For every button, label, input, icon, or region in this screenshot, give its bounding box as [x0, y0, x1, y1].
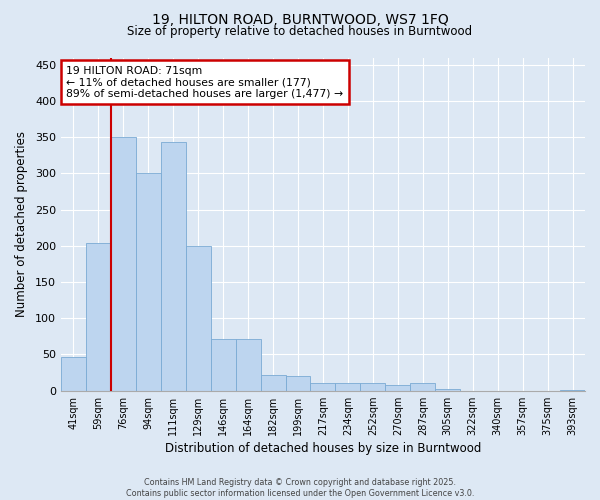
Text: Contains HM Land Registry data © Crown copyright and database right 2025.
Contai: Contains HM Land Registry data © Crown c… [126, 478, 474, 498]
Text: 19, HILTON ROAD, BURNTWOOD, WS7 1FQ: 19, HILTON ROAD, BURNTWOOD, WS7 1FQ [152, 12, 448, 26]
Bar [286, 376, 310, 390]
Bar [186, 246, 211, 390]
Bar [86, 243, 111, 390]
Bar [161, 142, 186, 390]
Bar [61, 358, 86, 390]
Bar [310, 384, 335, 390]
Bar [385, 385, 410, 390]
Bar [335, 384, 361, 390]
Bar [410, 384, 435, 390]
Bar [236, 338, 260, 390]
Bar [136, 174, 161, 390]
Text: Size of property relative to detached houses in Burntwood: Size of property relative to detached ho… [127, 25, 473, 38]
Text: 19 HILTON ROAD: 71sqm
← 11% of detached houses are smaller (177)
89% of semi-det: 19 HILTON ROAD: 71sqm ← 11% of detached … [66, 66, 343, 99]
Bar [211, 338, 236, 390]
Y-axis label: Number of detached properties: Number of detached properties [15, 131, 28, 317]
X-axis label: Distribution of detached houses by size in Burntwood: Distribution of detached houses by size … [165, 442, 481, 455]
Bar [435, 389, 460, 390]
Bar [361, 384, 385, 390]
Bar [111, 137, 136, 390]
Bar [260, 375, 286, 390]
